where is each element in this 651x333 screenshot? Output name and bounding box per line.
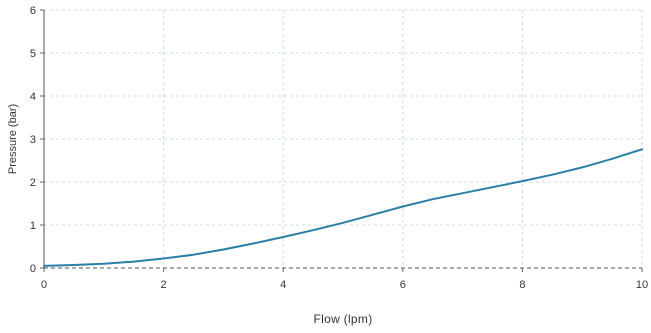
x-tick-labels: 0 2 4 6 8 10 xyxy=(41,279,648,291)
series-line xyxy=(43,148,643,267)
x-tick-label: 8 xyxy=(519,279,525,291)
x-axis-title: Flow (lpm) xyxy=(314,312,373,326)
x-tick-label: 4 xyxy=(280,279,286,291)
y-tick-label: 3 xyxy=(30,134,36,146)
x-tick-label: 0 xyxy=(41,279,47,291)
plot-area xyxy=(44,10,642,268)
x-tick-label: 10 xyxy=(636,279,648,291)
y-tick-label: 0 xyxy=(30,263,36,275)
y-tick-label: 4 xyxy=(30,91,36,103)
x-tick-label: 2 xyxy=(161,279,167,291)
y-tick-label: 5 xyxy=(30,48,36,60)
y-tick-label: 1 xyxy=(30,220,36,232)
gridlines xyxy=(44,9,643,268)
y-tick-label: 2 xyxy=(30,177,36,189)
y-axis-title: Pressure (bar) xyxy=(7,104,19,174)
y-tick-label: 6 xyxy=(30,5,36,17)
x-tick-label: 6 xyxy=(400,279,406,291)
series-group xyxy=(43,148,643,267)
y-tick-labels: 0 1 2 3 4 5 6 xyxy=(30,5,36,275)
axes xyxy=(40,9,643,272)
